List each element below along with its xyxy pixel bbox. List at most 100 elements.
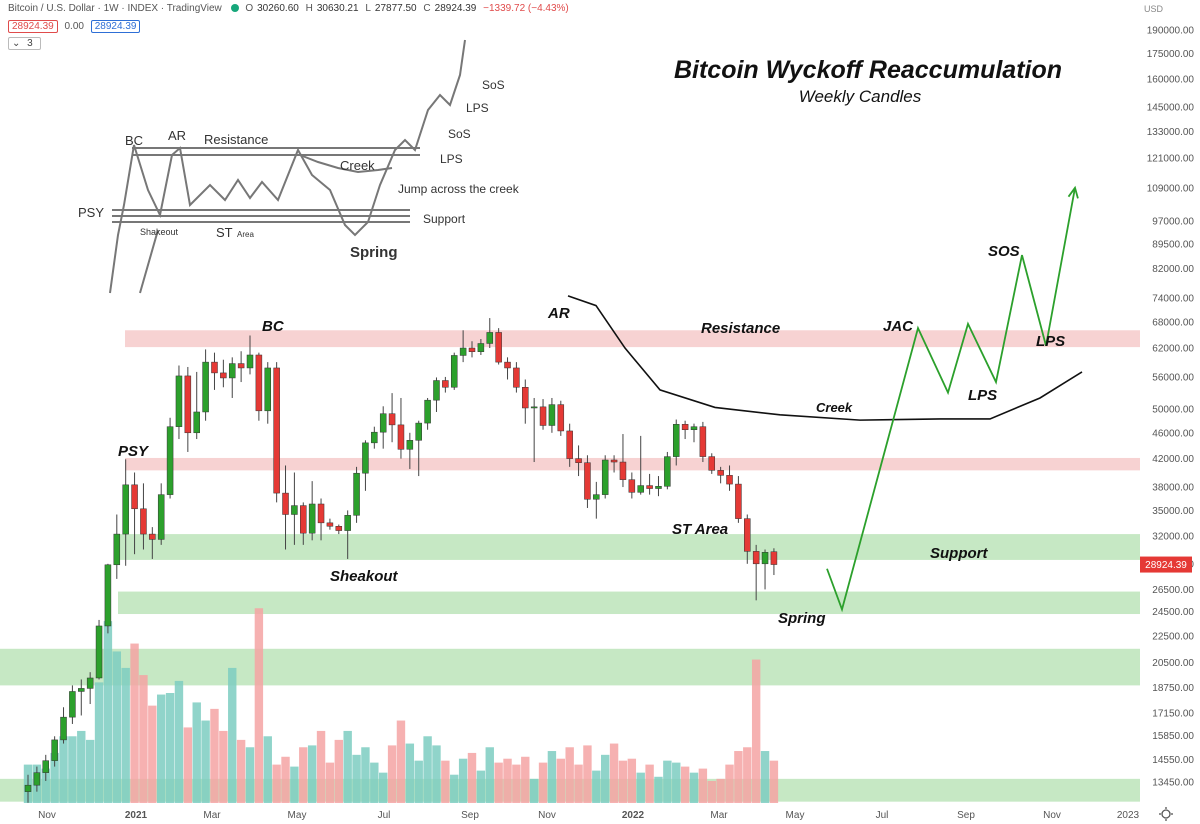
volume-bar: [77, 730, 86, 803]
volume-bar: [654, 776, 663, 803]
inset-label-st: ST: [216, 225, 233, 240]
volume-bar: [343, 730, 352, 803]
annotation-sos: SOS: [988, 243, 1020, 260]
candle: [672, 424, 680, 457]
inset-label-bc: BC: [125, 133, 143, 148]
y-tick-label: 38000.00: [1152, 483, 1194, 494]
candle: [495, 332, 502, 363]
candle: [24, 784, 32, 792]
volume-bar: [716, 778, 725, 803]
volume-bar: [467, 752, 477, 803]
volume-bar: [103, 621, 113, 803]
candle: [308, 503, 316, 534]
candle: [95, 625, 103, 679]
inset-label-area: Area: [237, 230, 254, 239]
time-axis-labels: Nov 2021 Mar May Jul Sep Nov 2022 Mar May Jul Sep No…: [38, 810, 1139, 821]
volume-bar: [228, 667, 237, 803]
y-tick-label: 97000.00: [1152, 216, 1194, 227]
chevron-down-icon: ⌄: [12, 38, 21, 49]
y-tick-label: 22500.00: [1152, 631, 1194, 642]
y-tick-label: 46000.00: [1152, 428, 1194, 439]
inset-label-ar: AR: [168, 128, 186, 143]
inset-label-psy: PSY: [78, 205, 104, 220]
candle: [69, 691, 76, 718]
volume-bar: [254, 608, 264, 803]
volume-bar: [307, 745, 317, 803]
price-axis[interactable]: [1140, 0, 1200, 803]
inset-label-support: Support: [423, 212, 466, 226]
candle: [450, 355, 458, 388]
volume-bar: [636, 772, 645, 803]
x-tick-label: May: [786, 810, 805, 821]
candle: [237, 363, 245, 369]
volume-bar: [50, 752, 59, 803]
volume-bar: [192, 702, 201, 803]
candle: [353, 472, 360, 516]
candle: [379, 413, 387, 433]
time-axis[interactable]: [0, 803, 1200, 824]
volume-bar: [521, 756, 530, 803]
zone-band-0: [125, 330, 1140, 348]
annotation-creek: Creek: [816, 400, 853, 415]
volume-bar: [601, 754, 610, 803]
volume-bar: [379, 772, 388, 803]
candle: [770, 551, 778, 565]
x-tick-label: Jul: [876, 810, 889, 821]
zone-band-3: [118, 591, 1140, 615]
x-tick-label: Mar: [710, 810, 728, 821]
volume-bar: [121, 667, 130, 803]
candle: [388, 413, 396, 426]
candle: [601, 459, 609, 495]
x-tick-label: Mar: [203, 810, 221, 821]
volume-bar: [68, 736, 77, 803]
y-tick-label: 15850.00: [1152, 731, 1194, 742]
wyckoff-schematic-inset: BC AR Resistance Creek PSY Shakeout ST A…: [78, 39, 520, 294]
volume-bar: [751, 659, 761, 803]
candle: [264, 367, 272, 412]
candle: [193, 411, 200, 434]
annotation-psy: PSY: [118, 443, 150, 460]
x-tick-label: Nov: [38, 810, 56, 821]
candle: [681, 424, 689, 430]
candle: [51, 739, 58, 761]
volume-bar: [494, 762, 503, 803]
y-tick-label: 20500.00: [1152, 658, 1194, 669]
volume-bar: [512, 764, 521, 803]
lines-layer: [567, 185, 1083, 613]
volume-bar: [219, 730, 228, 803]
volume-bar: [148, 705, 157, 803]
indicators-toggle[interactable]: ⌄ 3: [8, 37, 41, 50]
y-tick-label: 32000.00: [1152, 531, 1194, 542]
candle: [202, 361, 209, 413]
y-tick-label: 14550.00: [1152, 755, 1194, 766]
ask-price[interactable]: 28924.39: [90, 20, 141, 33]
volume-bar: [174, 680, 184, 803]
projection-arrowhead: [1067, 185, 1079, 199]
volume-bar: [325, 762, 335, 803]
candle: [575, 458, 582, 463]
candle: [752, 551, 760, 565]
candle: [548, 404, 556, 426]
candle: [442, 380, 449, 388]
y-tick-label: 89500.00: [1152, 239, 1194, 250]
volume-bar: [663, 760, 672, 803]
candle: [344, 515, 351, 531]
candle: [504, 361, 511, 369]
x-tick-label: 2022: [622, 810, 645, 821]
bid-price[interactable]: 28924.39: [8, 20, 58, 33]
y-tick-label: 133000.00: [1147, 127, 1195, 138]
candle: [335, 526, 343, 531]
inset-label-lps-2: LPS: [466, 101, 489, 115]
y-tick-label: 82000.00: [1152, 264, 1194, 275]
volume-bar: [734, 751, 743, 803]
volume-bar: [450, 774, 459, 803]
candle: [761, 552, 769, 565]
candle: [744, 518, 751, 552]
symbol-title[interactable]: Bitcoin / U.S. Dollar · 1W · INDEX · Tra…: [8, 3, 222, 14]
volume-bar: [405, 743, 415, 803]
creek-line: [567, 295, 1083, 421]
volume-bar: [458, 758, 468, 803]
settings-icon[interactable]: [1159, 807, 1173, 821]
zone-band-2: [118, 534, 1140, 560]
